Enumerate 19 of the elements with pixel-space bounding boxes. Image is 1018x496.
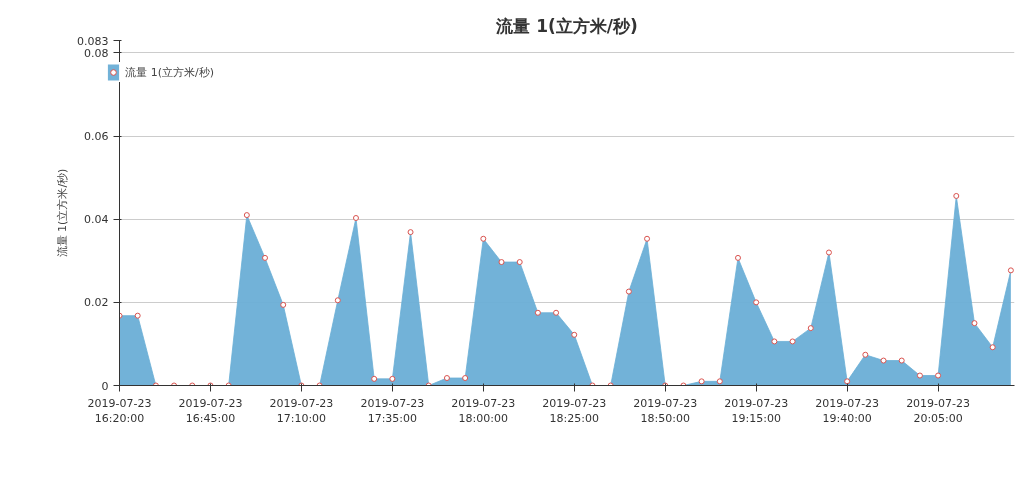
y-tick-label: 0.06: [84, 130, 109, 144]
x-tick-label: 2019-07-23 17:35:00: [360, 396, 425, 426]
x-tick-label: 2019-07-23 18:00:00: [451, 396, 516, 426]
y-axis-title: 流量 1(立方米/秒): [56, 168, 70, 258]
y-tick-label: 0.083: [77, 34, 109, 48]
legend-label: 流量 1(立方米/秒): [125, 64, 215, 80]
y-tick-label: 0.04: [84, 213, 109, 227]
x-tick-label: 2019-07-23 20:05:00: [906, 396, 971, 426]
x-tick-label: 2019-07-23 18:50:00: [633, 396, 698, 426]
x-tick-label: 2019-07-23 19:15:00: [724, 396, 789, 426]
x-tick-label: 2019-07-23 16:20:00: [87, 396, 152, 426]
x-tick-label: 2019-07-23 19:40:00: [815, 396, 880, 426]
x-tick-label: 2019-07-23 17:10:00: [269, 396, 334, 426]
y-tick-label: 0: [101, 379, 109, 393]
y-tick-label: 0.02: [84, 296, 109, 310]
chart-title: 流量 1(立方米/秒): [495, 15, 638, 36]
x-tick-label: 2019-07-23 18:25:00: [542, 396, 607, 426]
x-tick-label: 2019-07-23 16:45:00: [178, 396, 243, 426]
y-tick-label: 0.08: [84, 46, 109, 60]
